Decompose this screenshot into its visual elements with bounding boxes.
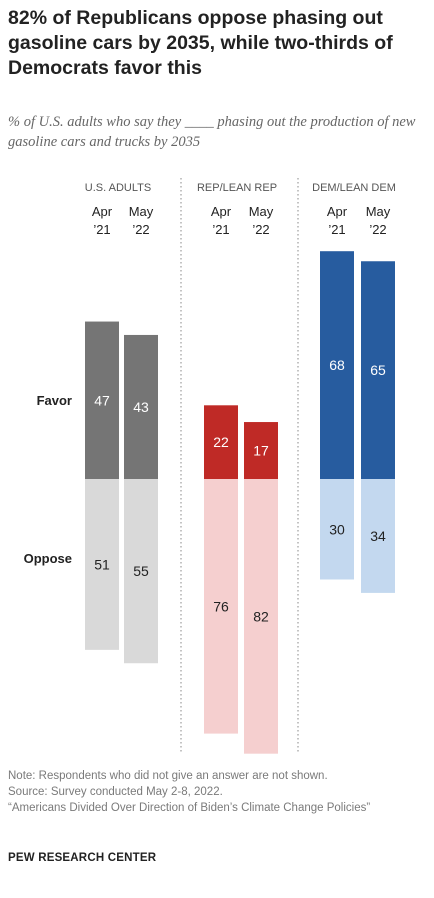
period-label-year: ’21 <box>212 222 229 237</box>
source-line: Source: Survey conducted May 2-8, 2022. <box>8 786 223 798</box>
group-label: REP/LEAN REP <box>197 182 277 194</box>
favor-value-label: 43 <box>133 399 149 415</box>
group-label: U.S. ADULTS <box>85 182 151 194</box>
favor-bar <box>361 261 395 479</box>
oppose-bar <box>361 479 395 593</box>
period-label-month: May <box>249 204 274 219</box>
oppose-bar <box>204 479 238 734</box>
period-label-month: Apr <box>92 204 113 219</box>
favor-value-label: 22 <box>213 434 229 450</box>
period-label-year: ’22 <box>252 222 269 237</box>
period-label-year: ’22 <box>369 222 386 237</box>
oppose-bar <box>320 479 354 580</box>
favor-value-label: 47 <box>94 392 110 408</box>
oppose-value-label: 30 <box>329 521 345 537</box>
favor-value-label: 17 <box>253 443 269 459</box>
period-label-year: ’21 <box>328 222 345 237</box>
oppose-bar <box>244 479 278 754</box>
oppose-value-label: 34 <box>370 528 386 544</box>
period-label-month: May <box>366 204 391 219</box>
oppose-value-label: 76 <box>213 598 229 614</box>
period-label-year: ’21 <box>93 222 110 237</box>
row-label-oppose: Oppose <box>24 551 72 566</box>
period-label-year: ’22 <box>132 222 149 237</box>
oppose-value-label: 55 <box>133 563 149 579</box>
row-label-favor: Favor <box>37 393 72 408</box>
group-label: DEM/LEAN DEM <box>312 182 396 194</box>
oppose-value-label: 51 <box>94 556 110 572</box>
favor-bar <box>85 321 119 479</box>
chart-title: 82% of Republicans oppose phasing out ga… <box>8 7 393 79</box>
period-label-month: May <box>129 204 154 219</box>
favor-value-label: 65 <box>370 362 386 378</box>
favor-bar <box>204 405 238 479</box>
period-label-month: Apr <box>327 204 348 219</box>
note-line: Note: Respondents who did not give an an… <box>8 770 328 782</box>
brand-name: PEW RESEARCH CENTER <box>8 852 157 864</box>
oppose-value-label: 82 <box>253 608 269 624</box>
period-label-month: Apr <box>211 204 232 219</box>
oppose-bar <box>85 479 119 650</box>
favor-bar <box>320 251 354 479</box>
favor-value-label: 68 <box>329 357 345 373</box>
report-title-line: “Americans Divided Over Direction of Bid… <box>8 802 371 814</box>
chart-subtitle: % of U.S. adults who say they ____ phasi… <box>8 114 416 150</box>
oppose-bar <box>124 479 158 664</box>
favor-bar <box>124 334 158 479</box>
notes: Note: Respondents who did not give an an… <box>8 768 428 816</box>
favor-bar <box>244 422 278 479</box>
